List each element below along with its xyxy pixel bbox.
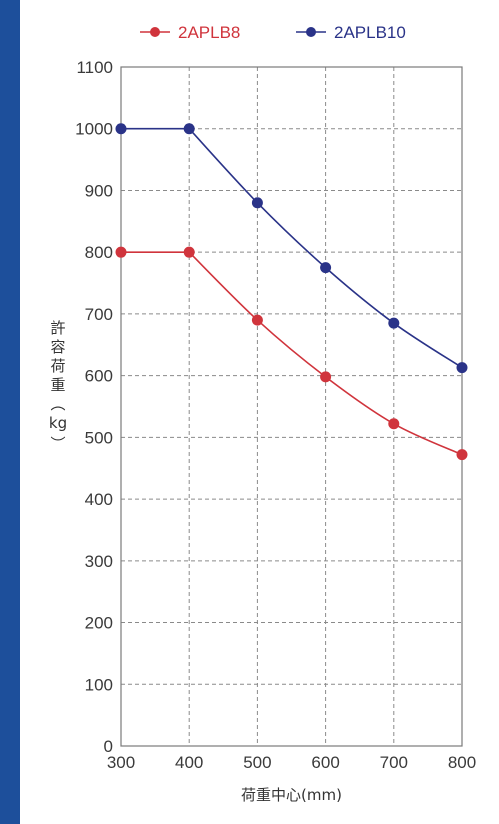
data-point-2APLB8-400: [183, 246, 195, 258]
data-point-2APLB8-600: [320, 371, 332, 383]
data-point-2APLB8-500: [251, 314, 263, 326]
series-line-2APLB10: [121, 127, 463, 369]
legend-label-2APLB10: 2APLB10: [334, 23, 406, 42]
y-axis-title-char-5: kg: [49, 414, 67, 432]
legend: 2APLB8 2APLB10: [140, 23, 406, 42]
x-tick-label-600: 600: [311, 753, 339, 772]
legend-marker-2APLB8: [150, 27, 160, 37]
series-layer: [115, 123, 468, 461]
y-tick-label-200: 200: [85, 614, 113, 633]
y-tick-label-700: 700: [85, 305, 113, 324]
y-axis-title-char-6: ︶: [50, 435, 65, 453]
y-tick-label-100: 100: [85, 675, 113, 694]
x-tick-label-500: 500: [243, 753, 271, 772]
x-tick-label-700: 700: [380, 753, 408, 772]
y-tick-label-900: 900: [85, 181, 113, 200]
data-point-2APLB10-500: [251, 197, 263, 209]
legend-marker-2APLB10: [306, 27, 316, 37]
y-tick-label-600: 600: [85, 367, 113, 386]
data-point-2APLB10-700: [388, 317, 400, 329]
y-tick-label-300: 300: [85, 552, 113, 571]
y-tick-label-400: 400: [85, 490, 113, 509]
x-axis-title: 荷重中心(mm): [241, 786, 342, 804]
data-point-2APLB10-800: [456, 362, 468, 374]
data-point-2APLB10-300: [115, 123, 127, 135]
data-point-2APLB10-400: [183, 123, 195, 135]
plot-frame: [120, 66, 463, 747]
y-tick-label-800: 800: [85, 243, 113, 262]
y-axis-title-char-2: 荷: [50, 357, 65, 375]
y-axis-title-char-1: 容: [50, 338, 65, 356]
y-tick-label-500: 500: [85, 428, 113, 447]
x-tick-label-800: 800: [448, 753, 476, 772]
y-axis-title-char-0: 許: [50, 319, 65, 337]
edge-color-bar: [0, 0, 20, 824]
grid-layer: [121, 67, 462, 746]
data-point-2APLB10-600: [320, 262, 332, 274]
axis-layer: 0 100 200 300 400 500 600 700 800 900 1000 1100 300 4…: [75, 58, 476, 772]
data-point-2APLB8-300: [115, 246, 127, 258]
y-axis-title-char-3: 重: [50, 376, 65, 394]
legend-label-2APLB8: 2APLB8: [178, 23, 240, 42]
x-tick-label-300: 300: [107, 753, 135, 772]
x-tick-label-400: 400: [175, 753, 203, 772]
y-tick-label-0: 0: [104, 737, 113, 756]
data-point-2APLB8-700: [388, 418, 400, 430]
y-axis-title-char-4: ︵: [50, 395, 65, 413]
y-tick-label-1000: 1000: [75, 120, 113, 139]
data-point-2APLB8-800: [456, 449, 468, 461]
series-line-2APLB8: [121, 251, 463, 456]
y-tick-label-1100: 1100: [76, 58, 113, 77]
